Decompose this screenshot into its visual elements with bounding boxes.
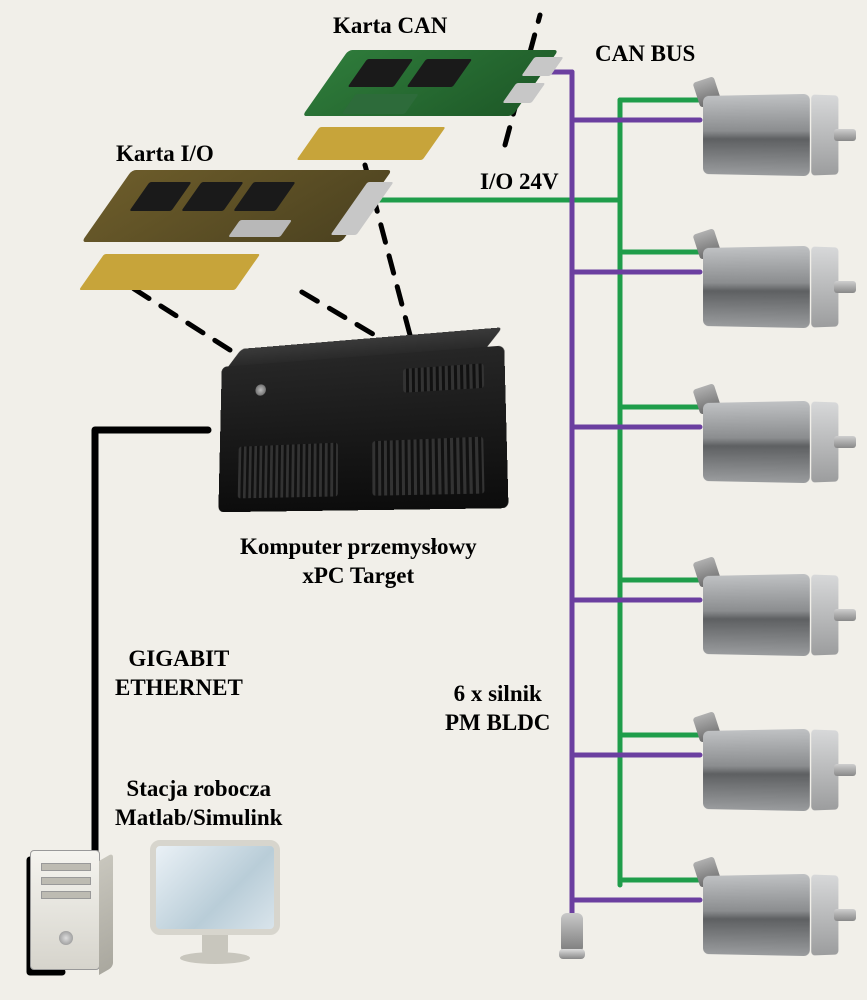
motor-body [703, 574, 810, 656]
label-motors: 6 x silnik PM BLDC [445, 680, 550, 738]
label-ethernet: GIGABIT ETHERNET [115, 645, 243, 703]
bldc-motor [700, 85, 850, 180]
label-io-24v: I/O 24V [480, 168, 559, 197]
motor-body [703, 729, 810, 811]
io-card-edge-connector [79, 254, 260, 290]
drive-bay-icon [41, 877, 91, 885]
vent-grill-icon [238, 443, 338, 499]
bldc-motor [700, 392, 850, 487]
bldc-motor [700, 237, 850, 332]
drive-bay-icon [403, 363, 484, 392]
power-button-icon [255, 384, 266, 396]
label-can-bus: CAN BUS [595, 40, 695, 69]
label-industrial-pc: Komputer przemysłowy xPC Target [240, 533, 477, 591]
motor-shaft-icon [834, 909, 856, 921]
motor-body [703, 246, 810, 328]
server-body [218, 345, 508, 512]
pc-tower [30, 850, 100, 970]
io-card [48, 170, 392, 290]
label-workstation: Stacja robocza Matlab/Simulink [115, 775, 282, 833]
drive-bay-icon [41, 891, 91, 899]
motor-shaft-icon [834, 281, 856, 293]
power-button-icon [59, 931, 73, 945]
motor-body [703, 94, 810, 176]
can-card [271, 50, 558, 160]
motor-shaft-icon [834, 764, 856, 776]
monitor-base [180, 952, 250, 964]
drive-bay-icon [41, 863, 91, 871]
vent-grill-icon [372, 437, 484, 496]
bldc-motor [700, 865, 850, 960]
can-card-edge-connector [297, 127, 446, 160]
motor-body [703, 401, 810, 483]
bldc-motor [700, 565, 850, 660]
industrial-pc [218, 345, 508, 512]
bldc-motor [700, 720, 850, 815]
motor-shaft-icon [834, 609, 856, 621]
motor-shaft-icon [834, 129, 856, 141]
motor-shaft-icon [834, 436, 856, 448]
motor-body [703, 874, 810, 956]
monitor [150, 840, 280, 940]
label-can-card: Karta CAN [333, 12, 447, 41]
monitor-screen [150, 840, 280, 935]
can-bus-connector-icon [559, 913, 585, 969]
label-io-card: Karta I/O [116, 140, 214, 169]
